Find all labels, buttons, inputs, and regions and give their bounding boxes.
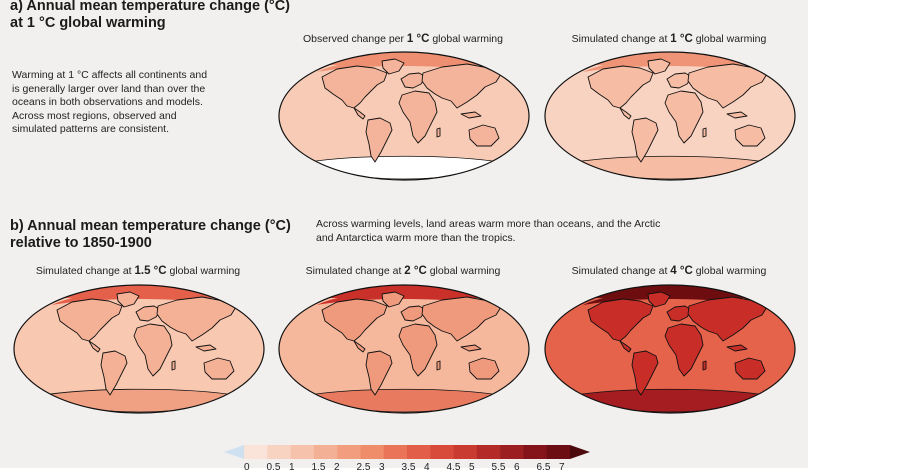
continent-south-america [631,117,659,163]
map-outline [13,284,265,414]
continent-central-america [353,340,366,353]
continent-asia [687,296,768,342]
continent-africa [398,323,438,377]
map-title-simulated-2c: Simulated change at 2 °C global warming [305,265,501,277]
map-observed-1c [277,50,531,182]
continent-indonesia [195,344,217,352]
continent-greenland [647,58,671,75]
antarctica [300,388,508,413]
temperature-colorbar [224,442,590,462]
continent-north-america [587,65,654,109]
map-outline [544,284,796,414]
antarctica [35,388,243,413]
colorbar-segment [313,445,338,459]
colorbar-segment [244,445,268,459]
continent-north-america [321,298,388,342]
continent-indonesia [726,111,748,119]
continent-madagascar [436,127,441,138]
continent-indonesia [726,344,748,352]
continent-australia [468,124,500,147]
continent-north-america [321,65,388,109]
map-simulated-1-5c [12,283,266,415]
colorbar-under-arrow [224,445,244,459]
continent-madagascar [702,127,707,138]
continent-indonesia [460,111,482,119]
colorbar-over-arrow [570,445,590,459]
colorbar-segment [430,445,454,459]
colorbar-segment [383,445,408,459]
map-simulated-4c [543,283,797,415]
continent-greenland [116,291,140,308]
colorbar-segment [360,445,385,459]
description-line: Across warming levels, land areas warm m… [316,218,661,230]
continent-madagascar [702,360,707,371]
continent-central-america [619,107,632,120]
continent-south-america [100,350,128,396]
section-a-title-line2: at 1 °C global warming [10,15,166,31]
continent-madagascar [436,360,441,371]
colorbar-segment [453,445,478,459]
continent-africa [664,90,704,144]
description-line: oceans in both observations and models. [12,96,203,108]
continent-north-america [56,298,123,342]
map-title-observed-1c: Observed change per 1 °C global warming [303,33,503,45]
continent-asia [156,296,237,342]
continent-greenland [381,291,405,308]
colorbar-segment [523,445,548,459]
continent-south-america [631,350,659,396]
colorbar-segment [290,445,315,459]
continent-south-america [365,117,393,163]
continent-australia [734,124,766,147]
map-title-simulated-4c: Simulated change at 4 °C global warming [571,265,767,277]
continent-africa [133,323,173,377]
continent-indonesia [460,344,482,352]
description-line: Warming at 1 °C affects all continents a… [12,69,208,81]
colorbar-segment [500,445,524,459]
continent-asia [421,63,502,109]
section-b-title-line2: relative to 1850-1900 [10,235,152,251]
colorbar-segment [476,445,501,459]
antarctica [566,155,774,180]
map-outline [278,51,530,181]
section-a-title-line1: a) Annual mean temperature change (°C) [10,0,291,14]
section-a-description: Warming at 1 °C affects all continents a… [12,69,262,137]
continent-madagascar [171,360,176,371]
colorbar-segment [546,445,571,459]
continent-australia [468,357,500,380]
colorbar-segment [267,445,291,459]
map-outline [278,284,530,414]
colorbar-segment [407,445,431,459]
description-line: and Antarctica warm more than the tropic… [316,231,516,244]
section-b-description: Across warming levels, land areas warm m… [316,218,736,245]
antarctica [566,388,774,413]
continent-south-america [365,350,393,396]
section-a-title: a) Annual mean temperature change (°C) a… [10,0,290,32]
map-simulated-1c [543,50,797,182]
continent-africa [398,90,438,144]
map-title-simulated-1c: Simulated change at 1 °C global warming [571,33,767,45]
continent-greenland [647,291,671,308]
section-b-title: b) Annual mean temperature change (°C) r… [10,218,291,252]
continent-central-america [88,340,101,353]
continent-greenland [381,58,405,75]
continent-asia [687,63,768,109]
colorbar-segment [337,445,361,459]
map-simulated-2c [277,283,531,415]
continent-africa [664,323,704,377]
map-outline [544,51,796,181]
description-line: simulated patterns are consistent. [12,123,169,135]
antarctica [300,155,508,180]
continent-north-america [587,298,654,342]
description-line: Across most regions, observed and [12,109,177,122]
description-line: is generally larger over land than over … [12,82,206,95]
continent-australia [203,357,235,380]
continent-asia [421,296,502,342]
continent-central-america [619,340,632,353]
section-b-title-line1: b) Annual mean temperature change (°C) [10,218,291,234]
map-title-simulated-1-5c: Simulated change at 1.5 °C global warmin… [35,265,241,277]
continent-central-america [353,107,366,120]
continent-australia [734,357,766,380]
